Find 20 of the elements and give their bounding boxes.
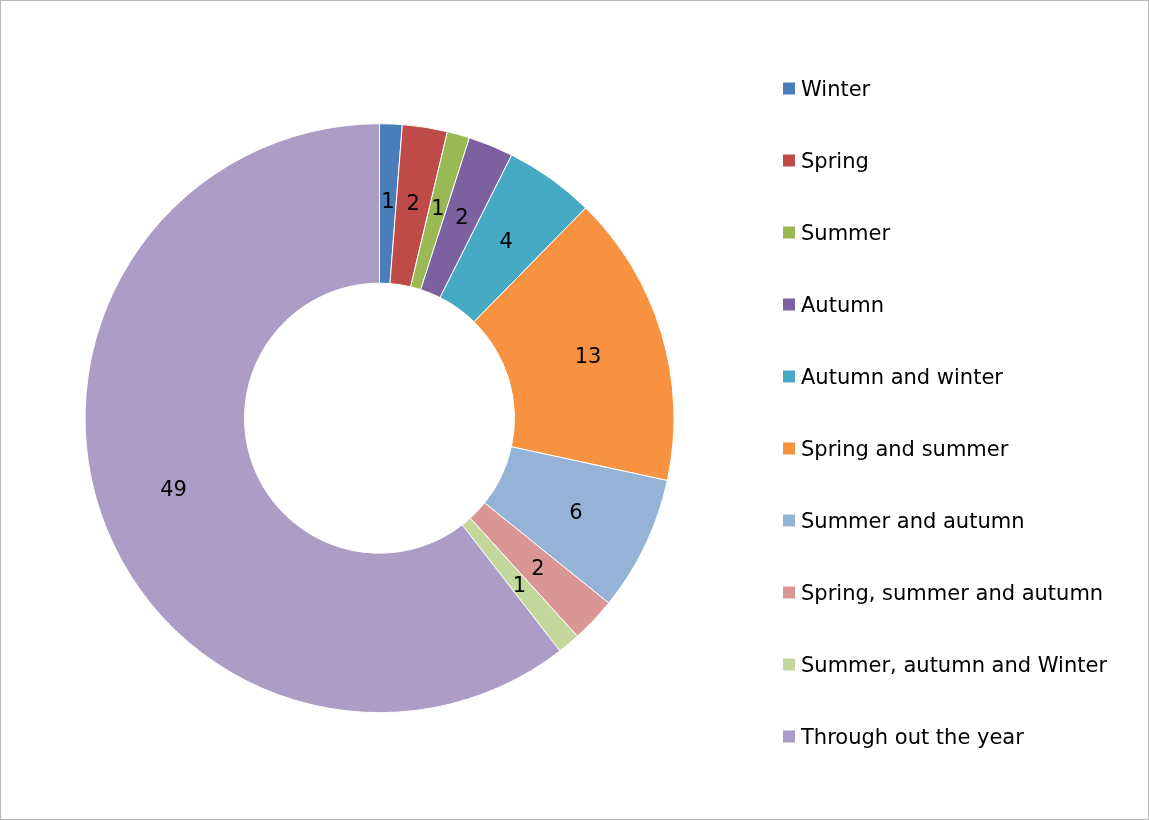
data-label: 2 (455, 204, 469, 229)
legend-label: Winter (801, 76, 871, 101)
data-label: 4 (499, 229, 513, 254)
legend-label: Spring, summer and autumn (801, 580, 1104, 605)
data-label: 13 (574, 343, 602, 368)
data-label: 2 (531, 555, 545, 580)
legend-label: Autumn and winter (801, 364, 1004, 389)
data-label: 2 (406, 191, 420, 216)
data-label: 1 (431, 196, 445, 221)
legend-label: Through out the year (800, 724, 1025, 749)
data-label: 6 (569, 500, 583, 525)
legend-label: Autumn (801, 292, 884, 317)
legend-label: Spring (801, 148, 869, 173)
legend-label: Summer, autumn and Winter (801, 652, 1108, 677)
legend-label: Summer (801, 220, 891, 245)
data-label: 1 (512, 572, 527, 597)
legend-label: Spring and summer (801, 436, 1009, 461)
data-label: 1 (381, 188, 395, 213)
legend-label: Summer and autumn (801, 508, 1025, 533)
data-label: 49 (160, 476, 187, 501)
